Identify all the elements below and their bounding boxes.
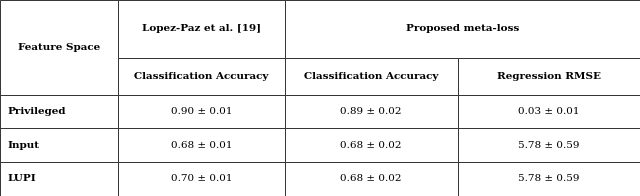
Text: 0.68 ± 0.02: 0.68 ± 0.02: [340, 174, 402, 183]
Text: Classification Accuracy: Classification Accuracy: [134, 72, 269, 81]
Text: 0.68 ± 0.02: 0.68 ± 0.02: [340, 141, 402, 150]
Bar: [118, 58, 285, 95]
Text: 5.78 ± 0.59: 5.78 ± 0.59: [518, 174, 580, 183]
Text: 0.90 ± 0.01: 0.90 ± 0.01: [171, 107, 232, 116]
Bar: [0, 128, 118, 162]
Bar: [458, 58, 640, 95]
Text: LUPI: LUPI: [8, 174, 36, 183]
Bar: [118, 0, 285, 58]
Text: Classification Accuracy: Classification Accuracy: [304, 72, 438, 81]
Text: Feature Space: Feature Space: [18, 43, 100, 52]
Text: 0.68 ± 0.01: 0.68 ± 0.01: [171, 141, 232, 150]
Bar: [0, 162, 118, 196]
Bar: [0, 95, 118, 128]
Bar: [285, 58, 458, 95]
Bar: [458, 128, 640, 162]
Text: 0.89 ± 0.02: 0.89 ± 0.02: [340, 107, 402, 116]
Text: Input: Input: [8, 141, 40, 150]
Bar: [285, 0, 640, 58]
Bar: [458, 162, 640, 196]
Text: Regression RMSE: Regression RMSE: [497, 72, 601, 81]
Bar: [285, 162, 458, 196]
Text: 5.78 ± 0.59: 5.78 ± 0.59: [518, 141, 580, 150]
Bar: [0, 0, 118, 95]
Text: 0.70 ± 0.01: 0.70 ± 0.01: [171, 174, 232, 183]
Text: Proposed meta-loss: Proposed meta-loss: [406, 24, 519, 33]
Bar: [118, 128, 285, 162]
Bar: [118, 162, 285, 196]
Bar: [118, 95, 285, 128]
Bar: [458, 95, 640, 128]
Text: Lopez-Paz et al. [19]: Lopez-Paz et al. [19]: [142, 24, 261, 33]
Bar: [285, 95, 458, 128]
Bar: [285, 128, 458, 162]
Text: Privileged: Privileged: [8, 107, 66, 116]
Text: 0.03 ± 0.01: 0.03 ± 0.01: [518, 107, 580, 116]
